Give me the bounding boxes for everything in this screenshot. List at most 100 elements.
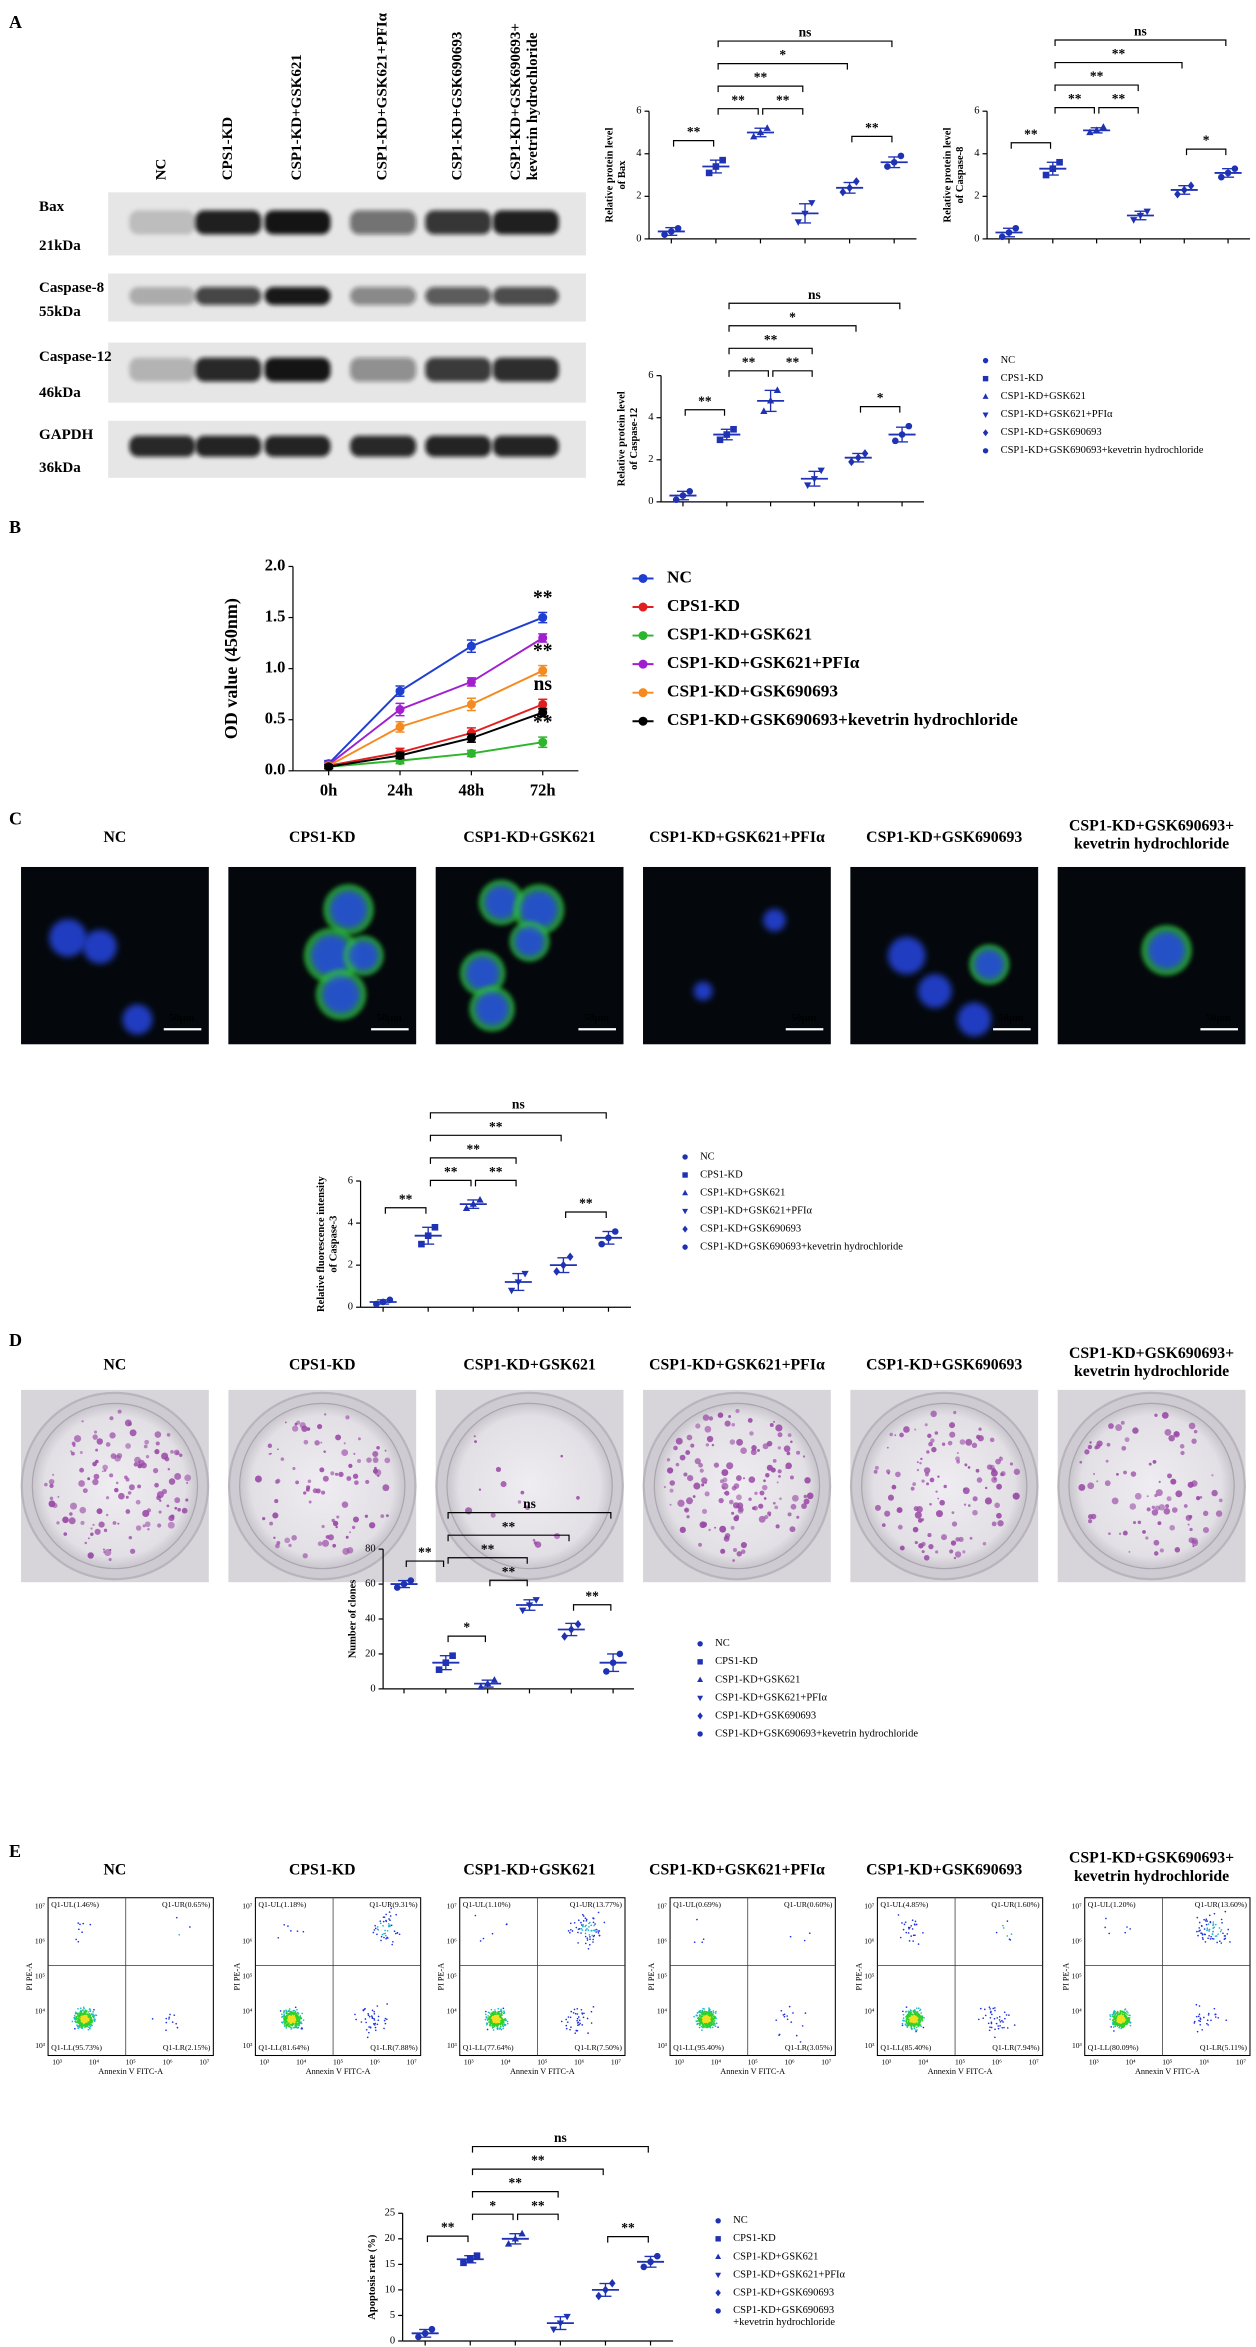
group-title: CSP1-KD+GSK621+PFIα bbox=[649, 1356, 825, 1373]
event bbox=[287, 2019, 289, 2022]
significance-bracket bbox=[728, 347, 813, 355]
event bbox=[990, 2021, 993, 2024]
event bbox=[913, 2012, 916, 2014]
data-point bbox=[449, 1652, 456, 1659]
event bbox=[389, 1915, 392, 1917]
event bbox=[1125, 2012, 1127, 2015]
y-axis-label: OD value (450nm) bbox=[221, 598, 242, 739]
event bbox=[292, 2009, 295, 2012]
event bbox=[294, 2010, 297, 2013]
event bbox=[999, 2025, 1001, 2027]
event bbox=[923, 2017, 925, 2019]
colony bbox=[921, 1550, 925, 1554]
event bbox=[490, 2008, 493, 2011]
colony bbox=[928, 1441, 933, 1447]
lane-label: NC bbox=[154, 159, 170, 181]
series-line bbox=[328, 669, 544, 767]
flow-tick: 10³ bbox=[1072, 2041, 1082, 2050]
colony bbox=[292, 1425, 299, 1432]
colony bbox=[704, 1425, 712, 1433]
colony bbox=[873, 1469, 878, 1474]
y-tick-label: 2 bbox=[348, 1260, 353, 1271]
data-point bbox=[466, 677, 476, 687]
significance-label: * bbox=[877, 390, 884, 405]
colony bbox=[273, 1536, 276, 1539]
flow-plot bbox=[254, 1897, 422, 2057]
data-point bbox=[466, 748, 476, 758]
event bbox=[913, 2027, 916, 2030]
colony bbox=[380, 1514, 385, 1518]
event bbox=[1199, 2020, 1202, 2023]
event bbox=[585, 1920, 588, 1922]
colony bbox=[740, 1541, 747, 1549]
nucleus bbox=[520, 890, 558, 929]
legend-marker bbox=[697, 1659, 703, 1665]
event bbox=[905, 2020, 907, 2023]
data-point bbox=[395, 705, 405, 715]
blot-band bbox=[195, 357, 262, 382]
y-tick-label: 4 bbox=[636, 148, 642, 159]
colony bbox=[284, 1537, 291, 1544]
legend-label: CSP1-KD+GSK621 bbox=[715, 1674, 800, 1685]
event bbox=[288, 2008, 291, 2010]
event bbox=[703, 2012, 705, 2014]
event bbox=[94, 2014, 96, 2016]
colony bbox=[1152, 1459, 1157, 1464]
colony bbox=[179, 1453, 183, 1457]
y-axis-label: Apoptosis rate (%) bbox=[367, 2234, 378, 2320]
event bbox=[86, 2024, 88, 2026]
colony bbox=[738, 1506, 744, 1513]
significance-bracket bbox=[565, 1211, 607, 1218]
event bbox=[920, 2016, 923, 2019]
colony bbox=[346, 1476, 352, 1481]
event bbox=[492, 2018, 495, 2021]
colony bbox=[186, 1481, 189, 1484]
legend-marker bbox=[638, 659, 648, 669]
event bbox=[707, 2013, 710, 2016]
data-point bbox=[891, 437, 899, 445]
event bbox=[908, 1940, 911, 1942]
event bbox=[590, 1929, 593, 1932]
legend-label: NC bbox=[733, 2215, 748, 2226]
significance-bracket bbox=[474, 1179, 517, 1187]
event bbox=[388, 1911, 391, 1913]
event bbox=[590, 2022, 593, 2024]
event bbox=[917, 2023, 920, 2025]
colony bbox=[701, 1477, 708, 1484]
data-point bbox=[431, 1223, 439, 1231]
colony bbox=[95, 1459, 99, 1464]
colony bbox=[757, 1448, 760, 1452]
colony bbox=[520, 1490, 525, 1495]
event bbox=[899, 1936, 902, 1939]
data-point bbox=[730, 425, 737, 433]
flow-tick: 10⁵ bbox=[333, 2058, 343, 2067]
event bbox=[1125, 2015, 1127, 2018]
colony bbox=[1146, 1495, 1149, 1498]
colony bbox=[351, 1525, 356, 1530]
event bbox=[715, 2010, 717, 2013]
colony bbox=[695, 1423, 701, 1429]
flow-tick: 10⁴ bbox=[657, 2006, 667, 2015]
colony bbox=[790, 1440, 793, 1444]
colony bbox=[517, 1500, 522, 1504]
significance-bracket bbox=[1098, 107, 1139, 114]
event bbox=[355, 2018, 357, 2021]
event bbox=[916, 2025, 919, 2027]
data-point bbox=[861, 449, 869, 458]
x-tick-label: 48h bbox=[459, 781, 485, 800]
event bbox=[1126, 1926, 1128, 1928]
event bbox=[577, 1942, 579, 1944]
event bbox=[916, 2011, 919, 2013]
event bbox=[589, 1936, 591, 1938]
event bbox=[569, 2016, 572, 2019]
event bbox=[491, 2025, 494, 2027]
event bbox=[1129, 2024, 1132, 2027]
legend-label: CPS1-KD bbox=[700, 1169, 743, 1180]
event bbox=[911, 2023, 914, 2026]
colony bbox=[779, 1497, 782, 1501]
data-point bbox=[897, 152, 905, 160]
scale-label: 50μm bbox=[1206, 1013, 1231, 1024]
colony bbox=[931, 1446, 937, 1453]
event bbox=[1208, 1928, 1211, 1931]
colony bbox=[718, 1498, 724, 1504]
